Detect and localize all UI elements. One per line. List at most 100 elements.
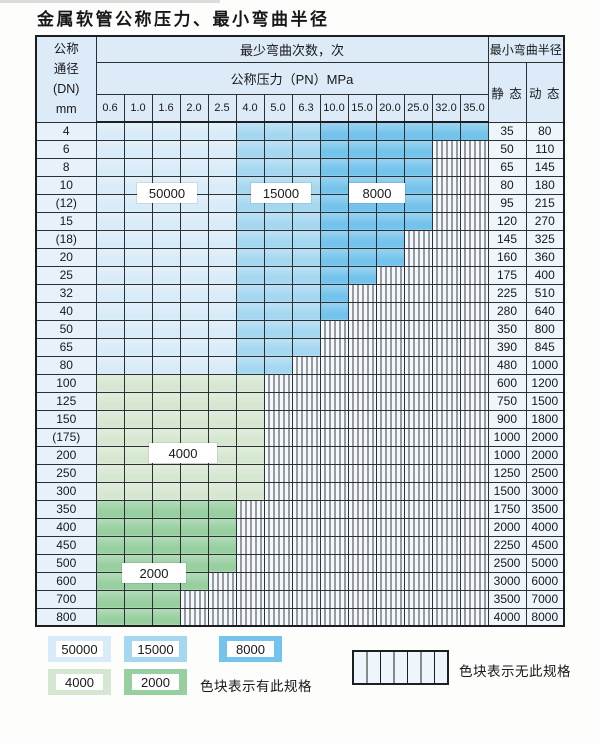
no-spec-cell: [431, 391, 461, 411]
spec-cell-15000: [291, 283, 321, 303]
no-spec-cell: [235, 571, 265, 591]
no-spec-cell: [431, 499, 461, 519]
no-spec-cell: [347, 589, 377, 609]
spec-cell-8000: [319, 121, 349, 141]
pressure-values-row: 0.6 1.0 1.6 2.0 2.5 4.0 5.0 6.3 10.0 15.0 20.0 25.0…: [36, 93, 564, 123]
spec-cell-15000: [291, 337, 321, 357]
region-label-4000: 4000: [149, 443, 217, 463]
spec-cell-15000: [263, 139, 293, 159]
spec-cell-15000: [263, 283, 293, 303]
spec-cell-50000: [179, 211, 209, 231]
pressure-col-header: 1.0: [123, 93, 153, 123]
dynamic-radius-cell: 360: [525, 247, 565, 267]
pressure-col-header: 6.3: [291, 93, 321, 123]
spec-cell-50000: [123, 355, 153, 375]
no-spec-cell: [291, 589, 321, 609]
no-spec-cell: [459, 139, 489, 159]
pressure-col-header: 2.0: [179, 93, 209, 123]
dynamic-radius-cell: 2000: [525, 427, 565, 447]
spec-cell-4000: [95, 445, 125, 465]
spec-cell-15000: [263, 157, 293, 177]
spec-cell-50000: [95, 175, 125, 195]
no-spec-cell: [431, 193, 461, 213]
spec-cell-50000: [151, 157, 181, 177]
no-spec-cell: [263, 535, 293, 555]
no-spec-cell: [319, 391, 349, 411]
no-spec-cell: [235, 589, 265, 609]
no-spec-cell: [263, 481, 293, 501]
spec-cell-8000: [319, 283, 349, 303]
no-spec-cell: [459, 499, 489, 519]
no-spec-cell: [459, 265, 489, 285]
spec-cell-15000: [235, 157, 265, 177]
legend-value: 4000: [56, 674, 103, 690]
dn-label-cell: 125: [35, 391, 97, 411]
spec-cell-4000: [123, 445, 153, 465]
no-spec-cell: [291, 355, 321, 375]
static-radius-cell: 160: [487, 247, 527, 267]
spec-cell-15000: [235, 247, 265, 267]
dynamic-radius-cell: 215: [525, 193, 565, 213]
spec-cell-15000: [291, 247, 321, 267]
dn-label-cell: 8: [35, 157, 97, 177]
table-row: 450 2250 4500: [35, 535, 565, 555]
no-spec-cell: [291, 517, 321, 537]
spec-cell-15000: [291, 265, 321, 285]
bend-cycles-header: 最少弯曲次数，次: [95, 35, 489, 63]
static-radius-cell: 2500: [487, 553, 527, 573]
spec-cell-50000: [207, 211, 237, 231]
static-radius-cell: 280: [487, 301, 527, 321]
spec-cell-50000: [151, 265, 181, 285]
static-radius-cell: 350: [487, 319, 527, 339]
no-spec-cell: [403, 337, 433, 357]
spec-cell-4000: [151, 481, 181, 501]
spec-cell-4000: [95, 481, 125, 501]
spec-cell-15000: [263, 265, 293, 285]
dynamic-radius-cell: 145: [525, 157, 565, 177]
no-spec-cell: [431, 409, 461, 429]
table-row: 150 900 1800: [35, 409, 565, 429]
pressure-col-header: 25.0: [403, 93, 433, 123]
table-row: 65 390 845: [35, 337, 565, 357]
dn-label-cell: 10: [35, 175, 97, 195]
no-spec-cell: [431, 337, 461, 357]
spec-cell-4000: [123, 373, 153, 393]
static-radius-cell: 4000: [487, 607, 527, 627]
spec-cell-4000: [179, 427, 209, 447]
no-spec-cell: [319, 535, 349, 555]
spec-cell-50000: [207, 229, 237, 249]
dn-label-cell: 40: [35, 301, 97, 321]
no-spec-cell: [347, 481, 377, 501]
no-spec-cell: [403, 373, 433, 393]
spec-cell-15000: [263, 319, 293, 339]
table-row: 125 750 1500: [35, 391, 565, 411]
dn-label-cell: 250: [35, 463, 97, 483]
spec-cell-50000: [179, 139, 209, 159]
no-spec-cell: [431, 481, 461, 501]
static-radius-cell: 1000: [487, 427, 527, 447]
dn-label-cell: 15: [35, 211, 97, 231]
spec-cell-2000: [207, 553, 237, 573]
dynamic-radius-cell: 1800: [525, 409, 565, 429]
no-spec-cell: [431, 463, 461, 483]
legend-block-4000: 4000: [48, 669, 111, 695]
spec-cell-8000: [347, 139, 377, 159]
dn-header-line: (DN): [53, 82, 80, 97]
spec-cell-2000: [95, 553, 125, 573]
no-spec-cell: [375, 499, 405, 519]
spec-cell-50000: [179, 301, 209, 321]
region-label-8000: 8000: [349, 183, 405, 203]
spec-cell-8000: [375, 211, 405, 231]
no-spec-cell: [403, 607, 433, 627]
no-spec-cell: [179, 607, 209, 627]
static-radius-cell: 1250: [487, 463, 527, 483]
spec-cell-50000: [151, 301, 181, 321]
dynamic-radius-cell: 800: [525, 319, 565, 339]
no-spec-cell: [319, 445, 349, 465]
spec-cell-15000: [291, 157, 321, 177]
spec-cell-50000: [151, 211, 181, 231]
spec-cell-15000: [235, 337, 265, 357]
spec-cell-15000: [263, 301, 293, 321]
static-radius-cell: 145: [487, 229, 527, 249]
static-radius-cell: 175: [487, 265, 527, 285]
